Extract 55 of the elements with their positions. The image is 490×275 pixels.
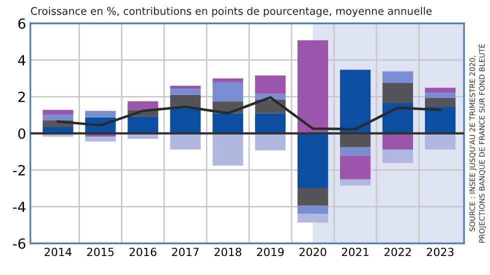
bar <box>298 206 328 214</box>
bar <box>424 88 456 92</box>
bar <box>382 82 414 103</box>
x-tick-label: 2021 <box>342 248 368 256</box>
bar <box>340 70 371 134</box>
bar <box>170 86 201 88</box>
x-tick-label: 2019 <box>257 248 284 256</box>
bar <box>382 71 414 83</box>
y-tick-label: -4 <box>13 202 26 212</box>
bar <box>170 88 201 95</box>
bar <box>212 78 244 82</box>
y-tick-label: 6 <box>18 18 26 29</box>
chart-title: Croissance en %, contributions en points de pourcentage, moyenne annuelle <box>30 6 432 17</box>
bar <box>340 147 371 156</box>
x-tick-label: 2016 <box>130 248 156 256</box>
bar <box>212 82 244 102</box>
bar <box>298 214 328 222</box>
x-tick-label: 2020 <box>300 248 326 256</box>
bar <box>128 116 158 134</box>
bar <box>340 133 371 148</box>
y-tick-label: 4 <box>18 55 26 66</box>
x-tick-label: 2017 <box>172 248 199 256</box>
x-tick-label: 2022 <box>384 248 411 256</box>
bar <box>170 133 201 150</box>
x-tick-label: 2015 <box>87 248 114 256</box>
bar <box>212 113 244 134</box>
bar <box>212 133 244 166</box>
bar <box>298 40 328 134</box>
bar <box>340 156 371 180</box>
bar <box>424 92 456 98</box>
y-tick-label: -6 <box>13 238 26 249</box>
x-tick-label: 2018 <box>214 248 242 256</box>
bar <box>85 136 116 142</box>
bar <box>42 114 74 121</box>
bar <box>85 110 116 118</box>
bar <box>382 133 414 150</box>
bar <box>255 75 286 94</box>
y-tick-label: 0 <box>18 128 26 139</box>
bar <box>255 133 286 150</box>
bar <box>128 101 158 110</box>
bar <box>424 106 456 134</box>
bar <box>255 113 286 134</box>
y-tick-label: -2 <box>13 165 25 176</box>
bar <box>170 108 201 134</box>
y-tick-label: 2 <box>18 92 25 102</box>
x-tick-label: 2014 <box>44 248 72 256</box>
x-tick-label: 2023 <box>426 248 454 256</box>
bar <box>298 133 328 188</box>
bar <box>382 150 414 164</box>
bar <box>298 188 328 206</box>
bar <box>424 133 456 150</box>
bar <box>340 179 371 186</box>
line-series <box>56 96 442 130</box>
bar <box>424 98 456 107</box>
bar <box>42 110 74 114</box>
